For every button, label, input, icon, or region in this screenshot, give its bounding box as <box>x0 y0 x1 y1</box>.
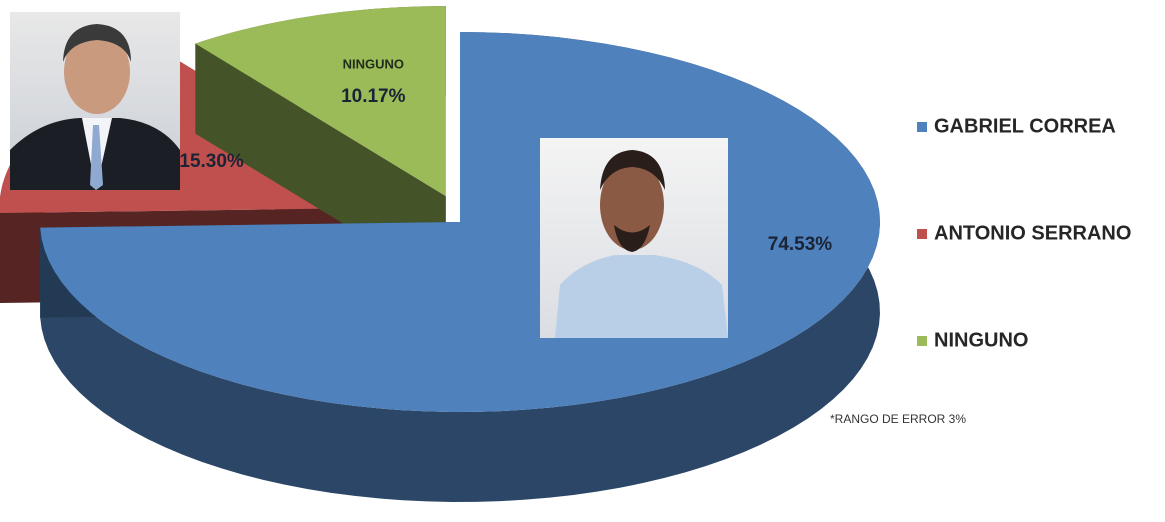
legend-label: GABRIEL CORREA <box>934 115 1116 137</box>
legend-swatch <box>917 229 927 239</box>
legend-swatch <box>917 122 927 132</box>
value-label: 74.53% <box>768 234 833 255</box>
value-label: 15.30% <box>179 151 244 172</box>
chart: 74.53% 15.30% NINGUNO 10.17% GABRIEL CORREA… <box>0 0 1165 522</box>
photo-center <box>540 138 728 338</box>
legend-swatch <box>917 336 927 346</box>
annotation: *RANGO DE ERROR 3% <box>830 412 966 426</box>
slice-category-label: NINGUNO <box>343 56 404 71</box>
value-label: 10.17% <box>341 86 406 107</box>
legend-label: NINGUNO <box>934 329 1028 351</box>
photo-left <box>10 12 180 190</box>
legend: GABRIEL CORREA ANTONIO SERRANO NINGUNO <box>917 115 1131 351</box>
legend-label: ANTONIO SERRANO <box>934 222 1131 244</box>
